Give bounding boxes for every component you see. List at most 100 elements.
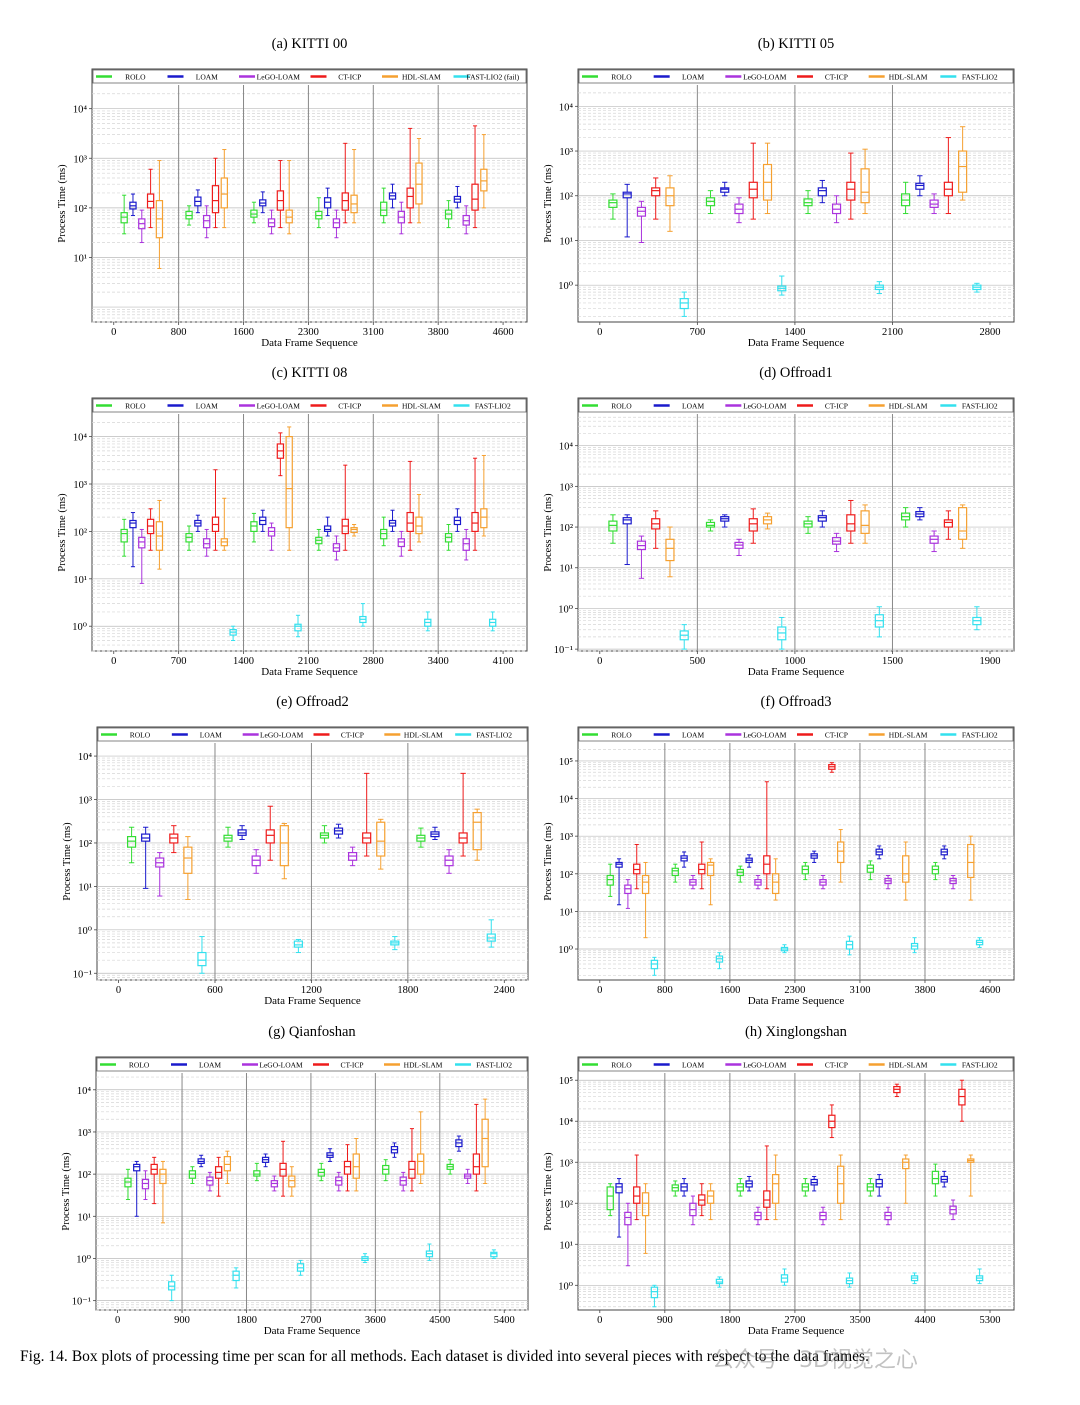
- box-body: [444, 855, 454, 867]
- x-tick-label: 2100: [298, 656, 319, 667]
- box-lego-loam: [138, 209, 146, 244]
- box-rolo: [606, 1183, 614, 1217]
- box-lego-loam: [949, 1199, 957, 1221]
- box-ct-icp: [265, 805, 275, 861]
- box-loam: [875, 1174, 883, 1197]
- box-lego-loam: [202, 205, 211, 239]
- x-tick-label: 0: [597, 656, 602, 667]
- box-lego-loam: [636, 535, 647, 579]
- box-fast-lio2: [229, 625, 237, 641]
- box-loam: [745, 1175, 753, 1192]
- box-ct-icp: [408, 1128, 416, 1192]
- box-body: [159, 1168, 167, 1185]
- x-tick-label: 1900: [980, 656, 1001, 667]
- box-fast-lio2: [232, 1267, 240, 1289]
- legend-box: [92, 398, 527, 413]
- box-fast-lio2: [650, 956, 659, 976]
- box-fast-lio2: [424, 611, 432, 632]
- box-rolo: [705, 190, 716, 215]
- x-tick-label: 1800: [236, 1315, 257, 1326]
- box-ct-icp: [406, 460, 414, 551]
- chart-panel-4: (d) Offroad1 ROLO LOAM LeGO-LOAM CT-ICP HDL-S…: [543, 365, 1015, 678]
- y-axis-label: Process Time (ms): [543, 1152, 554, 1231]
- legend-label: HDL-SLAM: [889, 731, 928, 740]
- chart-panel-1: (a) KITTI 00 ROLO LOAM LeGO-LOAM CT-ICP HDL-S…: [57, 36, 528, 349]
- x-tick-label: 700: [171, 656, 187, 667]
- y-tick-label: 10²: [559, 870, 573, 881]
- y-tick-label: 10⁻¹: [554, 645, 573, 656]
- box-fast-lio2: [780, 944, 789, 954]
- box-lego-loam: [949, 875, 957, 890]
- box-rolo: [866, 860, 875, 881]
- legend-label: LOAM: [682, 1061, 704, 1070]
- legend-label: LeGO-LOAM: [743, 1061, 787, 1070]
- chart-panel-5: (e) Offroad2 ROLO LOAM LeGO-LOAM CT-ICP HDL-S…: [62, 694, 529, 1007]
- box-body: [817, 187, 827, 197]
- y-tick-label: 10³: [559, 482, 573, 493]
- legend-label: HDL-SLAM: [404, 731, 443, 740]
- box-lego-loam: [463, 1168, 472, 1184]
- figure-canvas: (a) KITTI 00 ROLO LOAM LeGO-LOAM CT-ICP HDL-S…: [57, 36, 1015, 1337]
- box-body: [608, 199, 618, 208]
- y-tick-label: 10¹: [73, 253, 87, 264]
- legend-label: LOAM: [682, 73, 704, 82]
- chart-panel-8: (h) Xinglongshan ROLO LOAM LeGO-LOAM CT-ICP H…: [543, 1024, 1015, 1337]
- box-lego-loam: [624, 879, 632, 909]
- box-rolo: [671, 1180, 679, 1197]
- y-tick-label: 10³: [77, 1128, 91, 1139]
- box-body: [288, 1175, 296, 1188]
- box-rolo: [315, 528, 323, 551]
- box-hdl-slam: [762, 512, 773, 530]
- x-axis-label: Data Frame Sequence: [748, 995, 845, 1007]
- box-loam: [129, 193, 137, 217]
- chart-panel-6: (f) Offroad3 ROLO LOAM LeGO-LOAM CT-ICP HDL-S…: [543, 694, 1015, 1007]
- box-hdl-slam: [641, 1183, 650, 1254]
- legend-label: FAST-LIO2 (fail): [466, 73, 519, 82]
- x-tick-label: 1600: [719, 985, 740, 996]
- box-loam: [323, 187, 332, 217]
- box-loam: [615, 1178, 623, 1238]
- box-loam: [680, 851, 688, 868]
- box-loam: [817, 179, 827, 204]
- box-ct-icp: [276, 432, 285, 477]
- legend-label: ROLO: [611, 1061, 632, 1070]
- box-ct-icp: [763, 781, 771, 890]
- box-body: [415, 516, 423, 535]
- box-body: [748, 181, 758, 199]
- box-hdl-slam: [279, 823, 289, 880]
- box-body: [472, 1153, 481, 1175]
- box-loam: [141, 826, 151, 889]
- box-ct-icp: [471, 457, 479, 551]
- box-ct-icp: [846, 499, 856, 544]
- plot-frame: [91, 68, 528, 323]
- box-lego-loam: [462, 528, 470, 561]
- box-body: [220, 177, 228, 209]
- box-body: [641, 1192, 650, 1217]
- box-loam: [259, 191, 267, 214]
- x-tick-label: 0: [111, 327, 116, 338]
- box-fast-lio2: [296, 1259, 305, 1276]
- box-loam: [615, 858, 623, 906]
- box-rolo: [803, 190, 813, 215]
- y-tick-label: 10⁰: [558, 1281, 573, 1292]
- y-tick-label: 10¹: [559, 907, 573, 918]
- box-body: [615, 861, 623, 868]
- y-tick-label: 10⁻¹: [72, 1297, 91, 1308]
- y-tick-label: 10²: [73, 204, 87, 215]
- box-fast-lio2: [715, 952, 724, 970]
- x-axis-label: Data Frame Sequence: [261, 666, 358, 678]
- x-tick-label: 3100: [363, 327, 384, 338]
- legend-label: LeGO-LOAM: [260, 731, 304, 740]
- box-lego-loam: [754, 1206, 762, 1226]
- x-tick-label: 0: [116, 985, 121, 996]
- box-ct-icp: [893, 1083, 901, 1098]
- y-tick-label: 10⁰: [558, 604, 573, 615]
- box-hdl-slam: [480, 134, 488, 209]
- box-body: [679, 298, 689, 310]
- box-loam: [915, 175, 925, 197]
- legend-label: ROLO: [125, 73, 146, 82]
- box-body: [958, 150, 968, 193]
- box-fast-lio2: [679, 624, 689, 650]
- box-body: [771, 1174, 780, 1204]
- box-ct-icp: [150, 1156, 158, 1205]
